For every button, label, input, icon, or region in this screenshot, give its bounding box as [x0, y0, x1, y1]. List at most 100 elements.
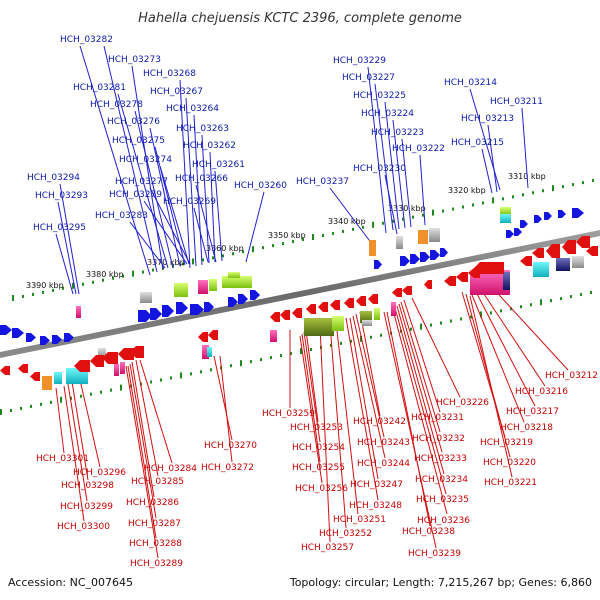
leader-line-bottom — [305, 329, 319, 423]
scale-dot — [412, 215, 414, 219]
reverse-gene-arrow — [118, 348, 134, 360]
scale-dot — [380, 333, 382, 337]
scale-dot — [430, 323, 432, 327]
scale-dot — [262, 246, 264, 250]
reverse-gene-arrow — [576, 236, 590, 248]
gene-block — [304, 318, 334, 336]
scale-dot — [342, 229, 344, 233]
gene-block — [374, 308, 380, 320]
leader-line-bottom — [359, 311, 381, 417]
gene-block — [572, 256, 584, 268]
forward-gene-arrow — [40, 336, 50, 345]
gene-label-top: HCH_03211 — [490, 97, 543, 107]
scale-dot — [300, 348, 302, 354]
reverse-gene-arrow — [102, 352, 118, 364]
reverse-gene-arrow — [586, 246, 598, 256]
gene-block — [503, 272, 510, 290]
scale-dot — [492, 197, 494, 204]
scale-dot — [62, 286, 64, 290]
leader-line-top — [209, 151, 216, 263]
gene-block — [114, 364, 119, 376]
gene-label-bottom: HCH_03284 — [144, 464, 197, 474]
leader-line-bottom — [411, 297, 461, 398]
gene-label-top: HCH_03277 — [115, 177, 168, 187]
gene-block — [222, 276, 252, 288]
gene-label-top: HCH_03278 — [90, 100, 143, 110]
gene-block — [429, 228, 440, 242]
kbp-label: 3320 kbp — [448, 186, 486, 195]
leader-line-top — [143, 200, 188, 265]
scale-dot — [322, 233, 324, 237]
gene-label-top: HCH_03275 — [112, 136, 165, 146]
gene-label-top: HCH_03223 — [371, 128, 424, 138]
forward-gene-arrow — [228, 297, 238, 307]
gene-label-bottom: HCH_03272 — [201, 463, 254, 473]
scale-dot — [332, 231, 334, 235]
scale-dot — [502, 197, 504, 201]
gene-label-top: HCH_03268 — [143, 69, 196, 79]
scale-dot — [420, 323, 422, 330]
leader-line-top — [367, 66, 387, 234]
gene-label-top: HCH_03295 — [33, 223, 86, 233]
leader-line-top — [159, 165, 190, 265]
kbp-label: 3350 kbp — [268, 231, 306, 240]
scale-dot — [72, 282, 74, 289]
gene-label-bottom: HCH_03301 — [36, 454, 89, 464]
reverse-gene-arrow — [90, 355, 104, 367]
leader-line-bottom — [63, 385, 85, 522]
reverse-gene-arrow — [520, 256, 532, 266]
gene-label-bottom: HCH_03298 — [61, 481, 114, 491]
forward-gene-arrow — [400, 256, 410, 266]
gene-block — [209, 279, 217, 291]
gene-label-top: HCH_03262 — [183, 141, 236, 151]
leader-line-bottom — [398, 303, 443, 453]
gene-label-bottom: HCH_03238 — [402, 527, 455, 537]
gene-label-top: HCH_03214 — [444, 78, 497, 88]
scale-dot — [132, 270, 134, 277]
gene-label-bottom: HCH_03212 — [545, 371, 598, 381]
leader-line-top — [59, 183, 80, 295]
gene-label-top: HCH_03273 — [108, 55, 161, 65]
gene-block — [362, 320, 372, 326]
scale-dot — [82, 282, 84, 286]
leader-line-top — [117, 93, 169, 269]
gene-label-bottom: HCH_03216 — [515, 387, 568, 397]
gene-label-top: HCH_03260 — [234, 181, 287, 191]
top-gene-labels: HCH_03282 HCH_03273 HCH_03268 HCH_03281 … — [27, 35, 543, 233]
reverse-gene-arrow — [208, 330, 218, 340]
gene-label-top: HCH_03266 — [175, 174, 228, 184]
scale-dot — [370, 335, 372, 339]
scale-dot — [222, 254, 224, 258]
leader-line-bottom — [474, 289, 536, 407]
gene-block — [396, 236, 403, 249]
scale-dot — [252, 246, 254, 253]
gene-block — [556, 258, 570, 271]
gene-label-bottom: HCH_03217 — [506, 407, 559, 417]
kbp-label: 3390 kbp — [26, 281, 64, 290]
leader-line-bottom — [139, 359, 173, 464]
leader-line-top — [201, 134, 210, 264]
gene-block — [500, 207, 511, 215]
leader-line-bottom — [400, 301, 441, 433]
leader-line-top — [57, 201, 77, 295]
scale-dot — [120, 384, 122, 391]
leader-line-bottom — [301, 333, 321, 463]
scale-dot — [290, 352, 292, 356]
leader-line-top — [245, 191, 265, 263]
scale-dot — [100, 390, 102, 394]
leader-line-bottom — [299, 335, 323, 484]
scale-dot — [480, 311, 482, 318]
gene-label-bottom: HCH_03287 — [128, 519, 181, 529]
leader-line-bottom — [55, 387, 65, 454]
reverse-gene-arrow — [344, 298, 354, 308]
scale-dot — [272, 244, 274, 248]
scale-dot — [240, 360, 242, 367]
scale-dot — [232, 252, 234, 256]
gene-label-bottom: HCH_03231 — [411, 413, 464, 423]
scale-dot — [530, 303, 532, 307]
scale-dot — [350, 339, 352, 343]
leader-line-bottom — [125, 365, 159, 559]
scale-dot — [180, 372, 182, 379]
reverse-gene-arrow — [444, 276, 456, 286]
gene-blocks — [42, 207, 584, 390]
